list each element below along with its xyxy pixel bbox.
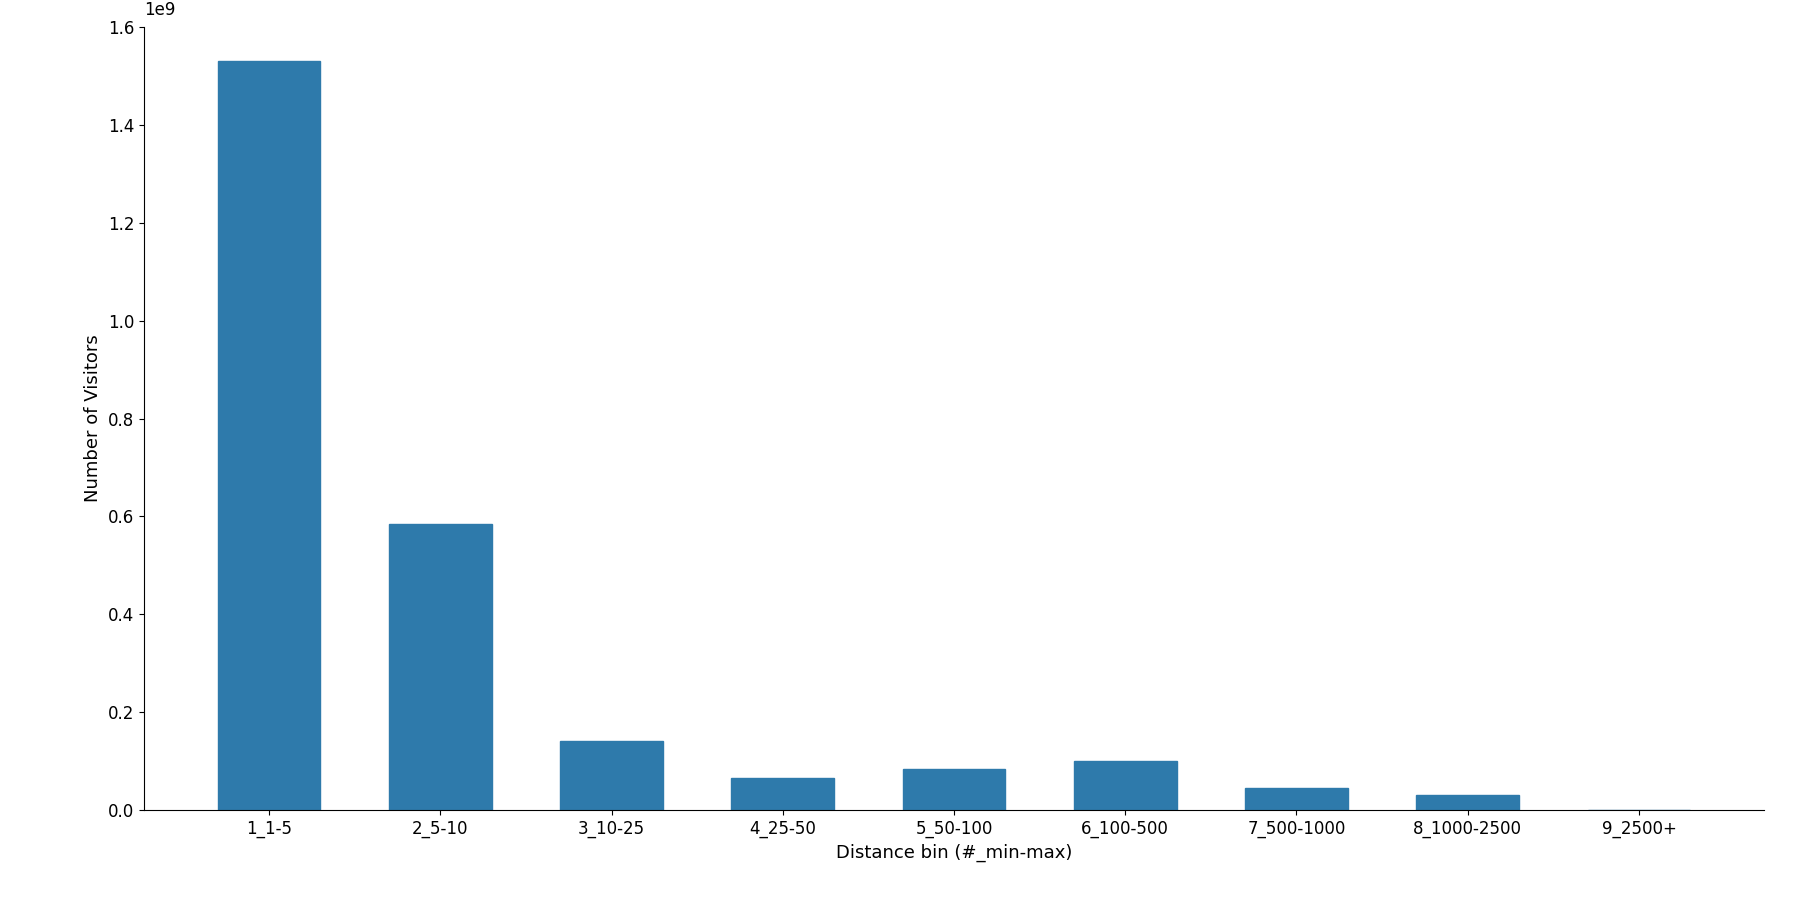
Bar: [902, 770, 1006, 810]
Bar: [1246, 788, 1348, 810]
Bar: [389, 524, 491, 810]
Bar: [1075, 761, 1177, 810]
Bar: [560, 742, 662, 810]
X-axis label: Distance bin (#_min-max): Distance bin (#_min-max): [835, 843, 1073, 861]
Bar: [1417, 796, 1519, 810]
Text: 1e9: 1e9: [144, 1, 175, 19]
Bar: [731, 778, 833, 810]
Bar: [218, 61, 320, 810]
Y-axis label: Number of Visitors: Number of Visitors: [85, 335, 103, 502]
